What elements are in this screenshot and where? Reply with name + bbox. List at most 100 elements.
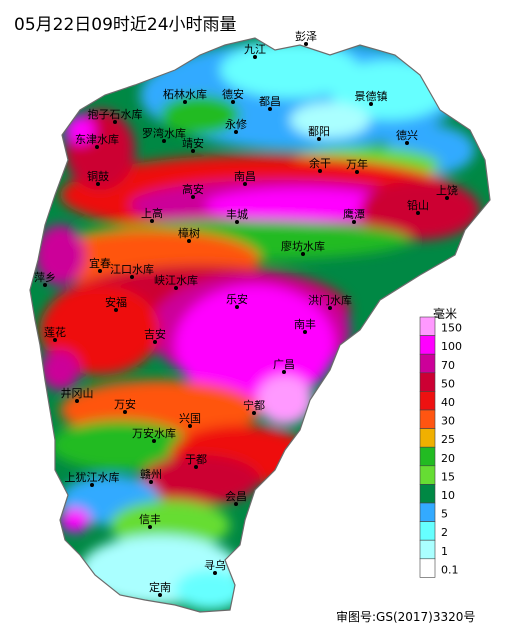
legend-label: 2 — [441, 526, 448, 539]
place-marker — [187, 239, 191, 243]
legend-label: 50 — [441, 377, 455, 390]
place-label: 宜春 — [89, 256, 111, 270]
legend-swatch — [419, 372, 436, 392]
place-label: 安福 — [105, 295, 127, 309]
legend-unit: 毫米 — [433, 306, 457, 321]
place-marker — [123, 410, 127, 414]
place-label: 南昌 — [234, 170, 256, 183]
place-label: 洪门水库 — [308, 293, 352, 307]
place-label: 兴国 — [179, 412, 201, 425]
place-marker — [303, 330, 307, 334]
place-label: 廖坊水库 — [281, 239, 325, 253]
legend-swatch — [419, 446, 436, 467]
place-label: 余干 — [309, 156, 331, 170]
place-label: 永修 — [225, 117, 247, 131]
legend-label: 100 — [441, 340, 462, 353]
place-label: 乐安 — [226, 292, 248, 306]
place-label: 峡江水库 — [154, 273, 198, 287]
place-marker — [130, 275, 134, 279]
legend-label: 40 — [441, 396, 455, 409]
place-label: 鄱阳 — [308, 125, 330, 138]
rainfall-legend: 毫米 150 100 70 50 40 30 25 20 15 10 5 2 1 0.1 — [419, 306, 462, 578]
place-label: 萍乡 — [34, 271, 56, 284]
legend-label: 1 — [441, 545, 448, 558]
place-label: 吉安 — [144, 327, 166, 341]
place-marker — [90, 483, 94, 487]
place-label: 广昌 — [273, 358, 295, 371]
place-label: 于都 — [185, 453, 207, 466]
place-marker — [188, 424, 192, 428]
place-label: 万年 — [346, 157, 368, 171]
legend-swatch — [419, 521, 436, 541]
place-label: 景德镇 — [355, 89, 388, 103]
place-label: 万安 — [114, 397, 136, 411]
place-label: 江口水库 — [110, 263, 154, 276]
map-title: 05月22日09时近24小时雨量 — [14, 15, 237, 35]
place-label: 上饶 — [436, 184, 458, 197]
legend-label: 10 — [441, 489, 455, 502]
legend-label: 5 — [441, 508, 448, 521]
place-marker — [268, 107, 272, 111]
place-marker — [191, 149, 195, 153]
place-marker — [95, 145, 99, 149]
place-marker — [234, 130, 238, 134]
place-label: 铅山 — [407, 198, 429, 212]
place-marker — [234, 502, 238, 506]
legend-label: 0.1 — [441, 563, 459, 576]
place-marker — [318, 169, 322, 173]
place-marker — [405, 141, 409, 145]
legend-swatch — [419, 465, 436, 485]
place-label: 赣州 — [140, 467, 162, 481]
legend-swatch — [419, 558, 436, 578]
legend-swatch — [419, 335, 436, 355]
place-marker — [282, 370, 286, 374]
place-label: 上犹江水库 — [65, 471, 120, 484]
place-marker — [150, 219, 154, 223]
place-marker — [114, 308, 118, 312]
legend-swatch — [419, 428, 436, 448]
legend-swatch — [419, 391, 436, 411]
place-marker — [355, 170, 359, 174]
place-label: 柘林水库 — [163, 87, 207, 101]
place-marker — [253, 55, 257, 59]
legend-labels: 150 100 70 50 40 30 25 20 15 10 5 2 1 0.1 — [441, 322, 462, 577]
legend-label: 15 — [441, 470, 455, 483]
place-marker — [191, 195, 195, 199]
place-marker — [301, 252, 305, 256]
place-label: 丰城 — [226, 208, 248, 221]
place-label: 东津水库 — [75, 133, 119, 146]
place-marker — [352, 220, 356, 224]
place-marker — [149, 480, 153, 484]
place-marker — [304, 42, 308, 46]
place-label: 莲花 — [44, 326, 66, 339]
place-marker — [183, 100, 187, 104]
place-marker — [96, 182, 100, 186]
place-label: 信丰 — [139, 513, 161, 526]
place-label: 定南 — [149, 580, 171, 594]
place-label: 寻乌 — [204, 558, 226, 572]
place-marker — [75, 399, 79, 403]
place-label: 上高 — [141, 206, 163, 220]
place-markers — [43, 42, 449, 597]
place-marker — [158, 593, 162, 597]
place-marker — [252, 411, 256, 415]
place-marker — [213, 571, 217, 575]
place-marker — [235, 220, 239, 224]
place-marker — [174, 286, 178, 290]
legend-swatch — [419, 502, 436, 522]
place-label: 德安 — [222, 87, 244, 101]
place-marker — [43, 283, 47, 287]
place-label: 德兴 — [396, 128, 418, 142]
place-label: 罗湾水库 — [142, 126, 186, 140]
place-label: 靖安 — [182, 136, 204, 150]
legend-swatch — [419, 539, 436, 560]
place-label: 九江 — [244, 43, 266, 56]
place-marker — [231, 100, 235, 104]
place-label: 宁都 — [243, 398, 265, 412]
place-marker — [317, 137, 321, 141]
place-label: 抱子石水库 — [88, 107, 143, 121]
place-marker — [243, 182, 247, 186]
legend-swatch — [419, 353, 436, 374]
place-marker — [162, 139, 166, 143]
